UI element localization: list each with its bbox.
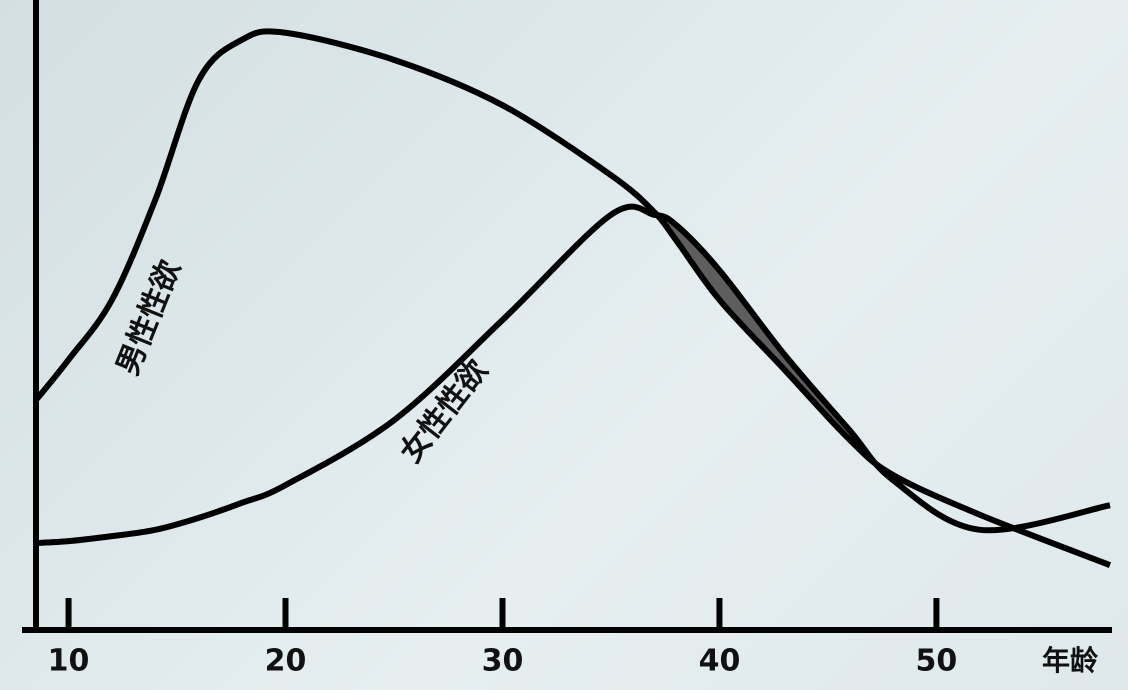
shaded-area bbox=[657, 216, 1007, 525]
x-tick-label: 50 bbox=[916, 644, 958, 679]
x-tick-label: 30 bbox=[482, 644, 524, 679]
x-axis-label: 年龄 bbox=[1042, 644, 1099, 677]
x-tick-label: 40 bbox=[699, 644, 741, 679]
line-series bbox=[35, 203, 1111, 547]
x-tick-label: 20 bbox=[265, 644, 307, 679]
x-tick-label: 10 bbox=[48, 644, 90, 679]
line-series bbox=[33, 28, 1112, 568]
